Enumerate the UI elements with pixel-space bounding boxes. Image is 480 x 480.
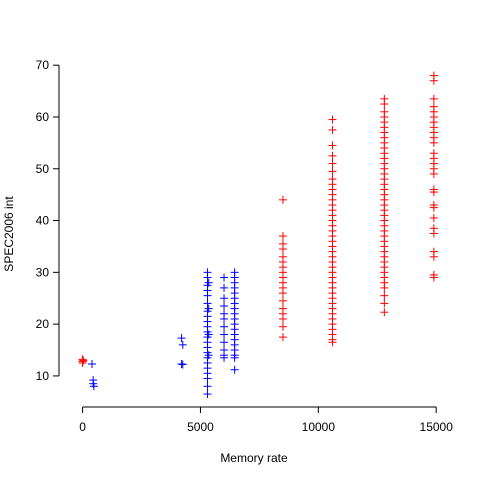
data-point [203, 374, 212, 383]
data-point [203, 390, 212, 399]
data-point [429, 203, 438, 212]
data-point [177, 360, 186, 369]
data-point [220, 314, 229, 323]
y-tick-label: 40 [36, 214, 50, 228]
data-point [178, 340, 187, 349]
data-point [380, 299, 389, 308]
data-point [220, 302, 229, 311]
x-tick-label: 0 [79, 420, 86, 434]
data-point [220, 338, 229, 347]
data-point [89, 382, 98, 391]
data-points [78, 71, 438, 399]
data-point [204, 351, 213, 360]
data-point [278, 314, 287, 323]
data-point [328, 338, 337, 347]
data-point [178, 360, 187, 369]
data-point [429, 76, 438, 85]
data-point [429, 94, 438, 103]
x-tick-label: 10000 [302, 420, 336, 434]
x-tick-label: 15000 [420, 420, 454, 434]
y-tick-label: 50 [36, 162, 50, 176]
data-point [429, 138, 438, 147]
data-point [204, 304, 213, 313]
data-point [328, 151, 337, 160]
data-point [203, 291, 212, 300]
data-point [204, 278, 213, 287]
x-tick-label: 5000 [187, 420, 214, 434]
data-point [380, 291, 389, 300]
data-point [328, 159, 337, 168]
data-point [88, 360, 97, 369]
data-point [278, 322, 287, 331]
data-point [220, 294, 229, 303]
data-point [230, 365, 239, 374]
data-point [220, 353, 229, 362]
data-point [429, 188, 438, 197]
y-tick-label: 60 [36, 110, 50, 124]
data-point [220, 273, 229, 282]
y-axis-title: SPEC2006 int [2, 196, 16, 272]
data-point [278, 232, 287, 241]
data-point [204, 330, 213, 339]
data-point [278, 333, 287, 342]
data-point [429, 273, 438, 282]
data-point [203, 299, 212, 308]
data-point [429, 252, 438, 261]
data-point [203, 273, 212, 282]
data-point [220, 283, 229, 292]
data-point [380, 308, 389, 317]
data-point [328, 125, 337, 134]
y-tick-label: 20 [36, 317, 50, 331]
data-point [230, 353, 239, 362]
data-point [328, 167, 337, 176]
data-point [328, 115, 337, 124]
data-point [328, 141, 337, 150]
y-tick-label: 30 [36, 265, 50, 279]
data-point [220, 322, 229, 331]
data-point [278, 195, 287, 204]
x-axis-title: Memory rate [220, 451, 288, 465]
y-tick-label: 10 [36, 369, 50, 383]
y-tick-label: 70 [36, 58, 50, 72]
data-point [429, 229, 438, 238]
data-point [278, 289, 287, 298]
data-point [278, 245, 287, 254]
data-point [220, 330, 229, 339]
axes: 0 5000 10000 15000 10 20 30 40 50 60 70 [36, 58, 454, 434]
data-point [380, 100, 389, 109]
data-point [278, 296, 287, 305]
data-point [203, 382, 212, 391]
data-point [429, 169, 438, 178]
data-point [79, 356, 88, 365]
data-point [380, 283, 389, 292]
data-point [177, 334, 186, 343]
data-point [429, 213, 438, 222]
